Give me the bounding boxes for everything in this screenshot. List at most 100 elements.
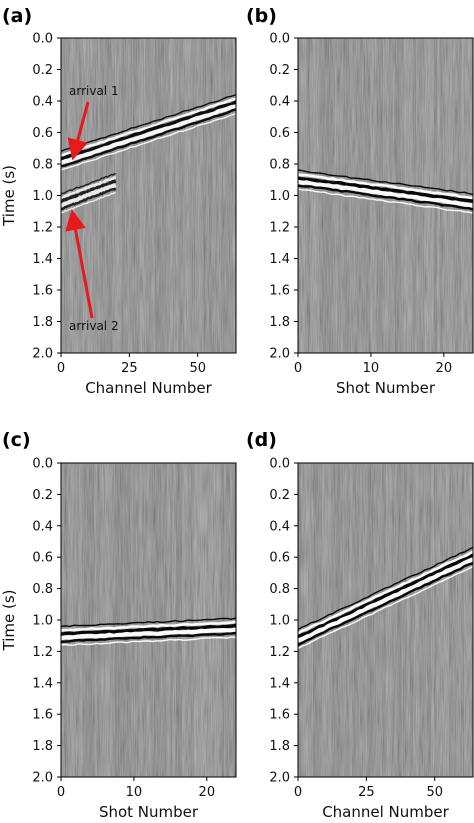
y-tick-label: 0.8 [269, 582, 290, 597]
y-tick-label: 1.6 [32, 284, 53, 299]
panel-label: (d) [246, 429, 277, 451]
event-0-wavelet [298, 557, 473, 643]
seismic-image [298, 38, 473, 353]
event-1-wavelet [61, 183, 117, 208]
event-1-wavelet [61, 176, 116, 200]
event-1-wavelet [61, 179, 117, 204]
annotation-arrival-2: arrival 2 [69, 319, 119, 333]
event-0-wavelet [61, 617, 236, 628]
x-tick-label: 50 [426, 785, 443, 800]
y-tick-label: 2.0 [269, 347, 290, 362]
y-tick-label: 1.2 [269, 645, 290, 660]
y-tick-label: 0.0 [269, 457, 290, 472]
y-tick-label: 0.0 [269, 32, 290, 47]
event-0-wavelet [61, 620, 236, 632]
y-tick-label: 1.4 [269, 676, 290, 691]
x-tick-label: 10 [126, 785, 143, 800]
x-tick-label: 10 [363, 361, 380, 376]
seismic-image [298, 463, 473, 777]
y-tick-label: 0.4 [269, 95, 290, 110]
y-tick-label: 1.0 [269, 614, 290, 629]
event-0-wavelet [61, 631, 236, 643]
y-tick-label: 0.4 [269, 519, 290, 534]
y-tick-label: 1.8 [269, 739, 290, 754]
y-tick-label: 0.6 [32, 551, 53, 566]
y-tick-label: 1.0 [269, 189, 290, 204]
y-tick-label: 0.2 [269, 488, 290, 503]
panel-3: 0.0 0.2 0.4 0.6 0.8 1.0 1.2 1.4 1.6 1.8 2.0 0 25 50 Ch… [246, 429, 474, 821]
x-tick-label: 0 [57, 785, 65, 800]
event-1-wavelet [61, 187, 117, 211]
y-tick-label: 0.2 [32, 63, 53, 78]
panel-label: (b) [246, 5, 277, 27]
y-tick-label: 1.6 [32, 708, 53, 723]
event-0-wavelet [298, 179, 473, 208]
y-tick-label: 1.0 [32, 614, 53, 629]
event-0-wavelet [61, 113, 236, 171]
y-axis-label: Time (s) [0, 590, 18, 652]
y-tick-label: 0.0 [32, 32, 53, 47]
y-tick-label: 1.8 [32, 315, 53, 330]
x-axis-label: Shot Number [99, 803, 199, 821]
x-axis-label: Channel Number [322, 803, 449, 821]
y-tick-label: 1.6 [269, 708, 290, 723]
y-tick-label: 2.0 [32, 347, 53, 362]
x-tick-label: 20 [199, 785, 216, 800]
x-axis-label: Channel Number [85, 379, 212, 397]
event-0-wavelet [298, 546, 473, 631]
event-0-wavelet [298, 550, 473, 635]
y-tick-label: 1.8 [269, 315, 290, 330]
y-tick-label: 1.2 [32, 221, 53, 236]
event-0-wavelet [61, 97, 236, 158]
event-0-wavelet [61, 100, 236, 161]
event-0-wavelet [61, 94, 236, 152]
event-0-wavelet [61, 104, 236, 165]
y-tick-label: 0.2 [32, 488, 53, 503]
panel-label: (a) [2, 5, 32, 27]
arrow-arrival-2 [65, 209, 94, 319]
event-1-wavelet [61, 172, 116, 195]
y-tick-label: 1.2 [32, 645, 53, 660]
y-tick-label: 0.0 [32, 457, 53, 472]
event-0-wavelet [298, 184, 473, 211]
x-tick-label: 50 [189, 361, 206, 376]
y-tick-label: 0.8 [269, 158, 290, 173]
y-tick-label: 0.8 [32, 158, 53, 173]
panel-label: (c) [2, 429, 31, 451]
event-0-wavelet [298, 176, 473, 203]
y-tick-label: 0.6 [269, 126, 290, 141]
event-0-wavelet [298, 169, 473, 196]
y-tick-label: 0.2 [269, 63, 290, 78]
y-tick-label: 0.4 [32, 95, 53, 110]
event-0-wavelet [298, 562, 473, 646]
x-tick-label: 25 [358, 785, 375, 800]
y-tick-label: 0.4 [32, 519, 53, 534]
x-tick-label: 25 [121, 361, 138, 376]
x-tick-label: 0 [57, 361, 65, 376]
event-0-wavelet [298, 565, 473, 650]
x-axis-label: Shot Number [336, 379, 436, 397]
y-tick-label: 2.0 [32, 771, 53, 786]
y-tick-label: 1.6 [269, 284, 290, 299]
panel-0: 0.0 0.2 0.4 0.6 0.8 1.0 1.2 1.4 1.6 1.8 2.0 0 25 50 Ch… [0, 5, 237, 397]
arrow-arrival-1 [67, 101, 90, 161]
event-0-wavelet [298, 173, 473, 200]
y-axis-label: Time (s) [0, 165, 18, 227]
x-tick-label: 20 [436, 361, 453, 376]
y-tick-label: 1.0 [32, 189, 53, 204]
event-0-wavelet [61, 636, 236, 646]
y-tick-label: 1.4 [32, 252, 53, 267]
event-0-wavelet [61, 108, 236, 168]
y-tick-label: 1.2 [269, 221, 290, 236]
y-tick-label: 0.8 [32, 582, 53, 597]
y-tick-label: 0.6 [32, 126, 53, 141]
noise-overlay [298, 463, 473, 777]
panel-1: 0.0 0.2 0.4 0.6 0.8 1.0 1.2 1.4 1.6 1.8 2.0 0 10 20Sh… [246, 5, 474, 397]
y-tick-label: 2.0 [269, 771, 290, 786]
y-tick-label: 0.6 [269, 551, 290, 566]
event-0-wavelet [298, 553, 473, 639]
panel-2: 0.0 0.2 0.4 0.6 0.8 1.0 1.2 1.4 1.6 1.8 2.0 0 10 20Sh… [0, 429, 237, 821]
y-tick-label: 1.4 [269, 252, 290, 267]
y-tick-label: 1.8 [32, 739, 53, 754]
